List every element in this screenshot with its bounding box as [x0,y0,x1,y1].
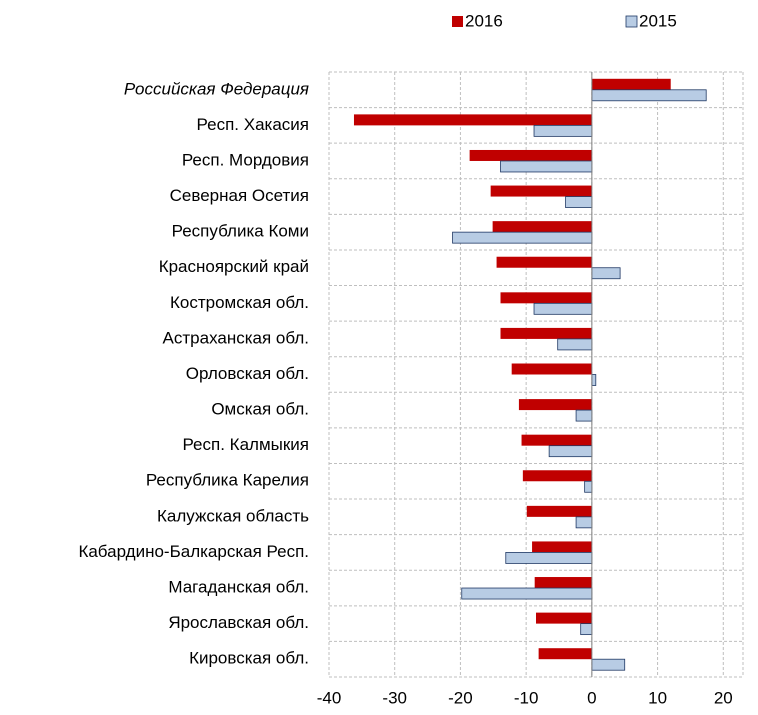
bar [536,612,592,624]
y-tick-label: Кабардино-Балкарская Респ. [78,542,309,561]
bar [532,541,592,553]
y-tick-label: Астраханская обл. [163,328,309,347]
bar [526,505,592,517]
y-tick-label: Омская обл. [211,400,309,419]
bar [565,196,593,208]
bar [500,160,593,173]
bar [575,516,593,529]
bar [548,445,593,458]
bar [584,480,593,493]
bar [521,434,592,446]
x-tick-label: -10 [514,688,539,707]
bar [575,409,593,422]
y-tick-label: Красноярский край [159,257,309,276]
x-tick-label: -40 [317,688,342,707]
y-tick-label: Российская Федерация [124,79,309,98]
y-tick-label: Республика Коми [172,222,309,241]
x-tick-label: -30 [382,688,407,707]
legend-label: 2015 [639,11,677,30]
y-tick-label: Респ. Мордовия [182,150,309,169]
bar [533,124,593,137]
bar [511,363,592,375]
bar [591,374,597,386]
bar [533,302,593,315]
bar [591,89,707,102]
x-tick-label: -20 [448,688,473,707]
y-tick-label: Республика Карелия [146,471,309,490]
bar [591,658,626,671]
legend-swatch [452,16,463,27]
y-tick-label: Костромская обл. [170,293,309,312]
bar [492,221,592,233]
bar [500,292,592,304]
bar [580,623,593,636]
x-tick-label: 0 [587,688,596,707]
legend-swatch [625,15,638,28]
bar [557,338,593,351]
y-tick-label: Респ. Калмыкия [182,435,309,454]
y-tick-label: Респ. Хакасия [197,115,309,134]
bar [452,231,593,244]
bar [353,114,592,126]
bar [505,552,593,564]
legend-label: 2016 [465,11,503,30]
x-tick-label: 20 [714,688,733,707]
x-tick-label: 10 [648,688,667,707]
bar [591,78,671,90]
bar [461,587,593,600]
y-tick-label: Магаданская обл. [168,578,309,597]
y-tick-label: Калужская область [157,506,309,525]
bar [522,470,592,482]
bar [538,648,592,660]
y-tick-label: Кировская обл. [189,649,309,668]
bar [518,399,592,411]
bar [496,256,592,268]
y-tick-label: Северная Осетия [170,186,309,205]
bar [534,577,592,589]
bar [490,185,592,197]
y-tick-label: Орловская обл. [186,364,309,383]
bar [500,327,592,339]
bar [469,149,592,161]
bar [591,267,621,280]
y-tick-label: Ярославская обл. [168,613,309,632]
